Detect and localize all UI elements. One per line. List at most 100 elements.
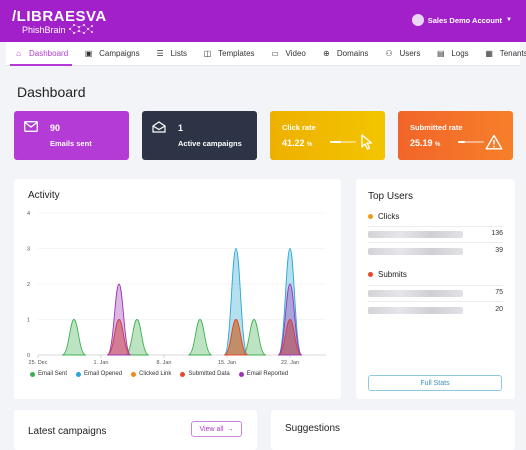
legend-item-clicked-link[interactable]: Clicked Link	[131, 371, 171, 377]
nav-item-tenants[interactable]: ▦ Tenants	[477, 42, 526, 66]
suggestions-panel: Suggestions	[271, 410, 515, 450]
view-all-label: View all	[199, 425, 224, 433]
x-tick-label: 25. Dec	[29, 360, 48, 366]
nav-label: Lists	[170, 49, 188, 58]
nav-label: Dashboard	[29, 49, 69, 58]
suggestions-title: Suggestions	[285, 423, 341, 434]
activity-chart: 0 1 2 3 4 25. Dec 1. Jan 8. Jan 15. Jan 22. Jan	[27, 211, 326, 366]
divider	[368, 285, 503, 286]
top-user-row[interactable]: 75	[368, 289, 503, 298]
activity-panel: Activity 0 1 2 3 4 25. Dec 1. Jan 8. Jan 15. Jan…	[14, 179, 341, 399]
submitted-rate-label: Submitted rate	[410, 123, 463, 132]
top-user-count: 75	[495, 289, 503, 296]
top-user-row[interactable]: 39	[368, 247, 503, 256]
series-peak-submitted-data	[224, 319, 248, 356]
home-icon: ⌂	[16, 49, 21, 58]
emails-sent-card[interactable]: 90 Emails sent	[14, 111, 129, 160]
submitted-rate-card[interactable]: Submitted rate 25.19 %	[398, 111, 513, 160]
tenant-icon: ▦	[485, 49, 493, 58]
redacted-user	[368, 307, 463, 314]
legend-dot	[30, 371, 35, 377]
legend-dot	[131, 371, 137, 377]
click-rate-card[interactable]: Click rate 41.22 %	[270, 111, 385, 160]
brand-logo[interactable]: /LIBRAESVA	[12, 8, 107, 25]
legend-item-email-reported[interactable]: Email Reported	[238, 371, 289, 377]
legend-item-email-opened[interactable]: Email Opened	[76, 371, 122, 377]
nav-item-lists[interactable]: ☰ Lists	[148, 42, 195, 66]
page-title: Dashboard	[17, 84, 86, 100]
account-label: Sales Demo Account	[427, 15, 503, 25]
nav-item-templates[interactable]: ◫ Templates	[195, 42, 262, 66]
chevron-down-icon: ▼	[506, 17, 512, 23]
legend-label: Email Sent	[38, 371, 68, 377]
nav-label: Video	[285, 49, 306, 58]
redacted-user	[368, 231, 463, 238]
click-rate-unit: %	[307, 142, 313, 148]
open-envelope-icon	[152, 121, 166, 133]
nav-item-campaigns[interactable]: ▣ Campaigns	[76, 42, 147, 66]
click-rate-progress-fill	[330, 141, 341, 143]
campaign-icon: ▣	[84, 49, 93, 58]
legend-label: Submitted Data	[188, 371, 230, 377]
series-peak-email-sent	[125, 319, 149, 356]
x-tick-label: 8. Jan	[157, 360, 172, 366]
nav-item-dashboard[interactable]: ⌂ Dashboard	[6, 42, 76, 66]
view-all-button[interactable]: View all →	[191, 421, 242, 437]
click-rate-value: 41.22 %	[282, 138, 312, 148]
nav-label: Users	[399, 49, 421, 58]
top-users-panel: Top Users Clicks 136 39 Submits 75 20 Fu…	[356, 179, 515, 399]
series-peak-email-sent	[242, 319, 266, 356]
brain-icon	[69, 24, 93, 34]
legend-item-submitted-data[interactable]: Submitted Data	[180, 371, 230, 377]
legend-label: Email Reported	[246, 371, 289, 377]
series-peak-email-reported	[277, 283, 303, 356]
submitted-rate-unit: %	[435, 142, 441, 148]
latest-campaigns-title: Latest campaigns	[28, 426, 107, 437]
active-campaigns-label: Active campaigns	[178, 139, 242, 148]
arrow-right-icon: →	[226, 425, 234, 433]
redacted-user	[368, 290, 463, 297]
nav-label: Templates	[218, 49, 255, 58]
clicks-label: Clicks	[378, 212, 400, 221]
account-menu[interactable]: Sales Demo Account ▼	[411, 14, 512, 26]
list-icon: ☰	[156, 49, 164, 58]
click-rate-number: 41.22	[282, 138, 305, 148]
nav-label: Domains	[336, 49, 369, 58]
activity-legend: Email Sent Email Opened Clicked Link Sub…	[30, 371, 288, 377]
series-peak-email-sent	[62, 319, 86, 356]
account-globe-icon	[411, 14, 424, 26]
emails-sent-label: Emails sent	[50, 139, 92, 148]
submitted-rate-number: 25.19	[410, 138, 433, 148]
legend-dot	[238, 371, 244, 377]
top-user-row[interactable]: 136	[368, 230, 503, 239]
submits-label: Submits	[378, 270, 407, 279]
submits-dot	[368, 272, 373, 277]
submits-section-label: Submits	[368, 270, 407, 279]
nav-label: Logs	[451, 49, 469, 58]
main-nav: ⌂ Dashboard ▣ Campaigns ☰ Lists ◫ Templa…	[6, 42, 526, 66]
full-stats-button[interactable]: Full Stats	[368, 375, 502, 391]
nav-item-domains[interactable]: ⊕ Domains	[314, 42, 377, 66]
submitted-rate-progress	[458, 141, 484, 143]
y-tick-label: 2	[27, 282, 30, 288]
top-users-title: Top Users	[368, 191, 414, 202]
nav-item-video[interactable]: ▭ Video	[263, 42, 314, 66]
series-peak-email-reported	[106, 283, 132, 356]
divider	[368, 301, 503, 302]
top-user-row[interactable]: 20	[368, 306, 503, 315]
submitted-rate-progress-fill	[458, 141, 465, 143]
nav-item-logs[interactable]: ▤ Logs	[428, 42, 476, 66]
nav-label: Tenants	[499, 49, 526, 58]
legend-item-email-sent[interactable]: Email Sent	[30, 371, 67, 377]
envelope-icon	[24, 121, 38, 132]
brand-sublogo: PhishBrain	[22, 25, 66, 35]
clicks-section-label: Clicks	[368, 212, 399, 221]
nav-item-users[interactable]: ⚇ Users	[376, 42, 428, 66]
x-tick-label: 1. Jan	[94, 360, 109, 366]
legend-label: Clicked Link	[139, 371, 172, 377]
divider	[368, 226, 503, 227]
redacted-user	[368, 248, 463, 255]
active-campaigns-card[interactable]: 1 Active campaigns	[142, 111, 257, 160]
submitted-rate-value: 25.19 %	[410, 138, 440, 148]
divider	[368, 242, 503, 243]
